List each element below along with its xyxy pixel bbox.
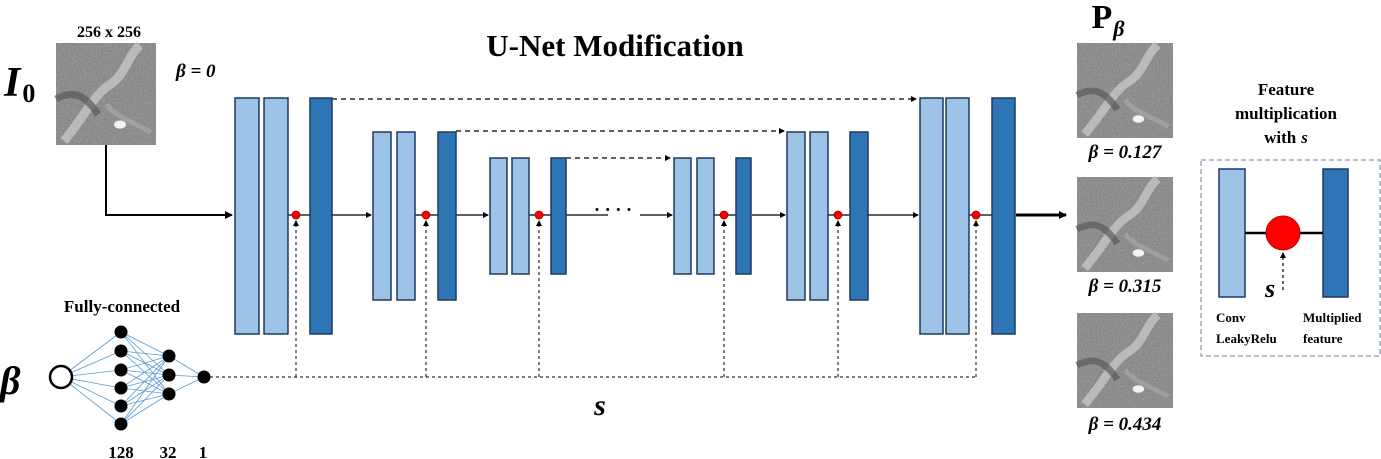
fc-title: Fully-connected (64, 297, 181, 316)
stage-5-multiply-node (833, 210, 843, 220)
output-label-3: β = 0.434 (1088, 414, 1162, 435)
input-label: I0 (3, 60, 35, 108)
output-image-3 (1077, 313, 1173, 408)
legend-multiply-node (1265, 215, 1301, 251)
unet-blocks (234, 97, 1016, 335)
output-label-2: β = 0.315 (1088, 276, 1162, 297)
stage-6-conv-block-2 (945, 97, 970, 335)
stage-4-conv-block-1 (673, 157, 692, 275)
multiply-nodes (291, 210, 981, 220)
beta-input-label: β (0, 358, 21, 403)
s-broadcast-lines (210, 220, 979, 378)
fc-layer1-node-3 (114, 363, 128, 377)
fc-edge-h-3-3 (120, 369, 170, 395)
fc-edge-h-4-1 (120, 355, 170, 389)
input-image (56, 43, 156, 145)
beta-zero-label: β = 0 (175, 61, 216, 82)
fc-size-128: 128 (108, 443, 134, 459)
stage-2-multiply-node (421, 210, 431, 220)
fc-edge-h-4-3 (120, 387, 170, 395)
legend-conv-block (1218, 168, 1246, 298)
legend-s-label: s (1264, 274, 1275, 303)
fc-layer2-node-3 (162, 387, 176, 401)
stage-5-multiplied-block (849, 131, 869, 301)
fc-edge-h-3-1 (120, 355, 170, 371)
stage-5-conv-block-2 (809, 131, 829, 301)
fc-output-node (197, 370, 211, 384)
stage-3-conv-block-1 (489, 157, 508, 275)
stage-5-conv-block-1 (786, 131, 806, 301)
input-size-label: 256 x 256 (77, 24, 141, 41)
legend-title-line-2: multiplication (1235, 104, 1338, 123)
fc-edge-h-2-1 (120, 350, 170, 357)
fc-layer2-node-2 (162, 368, 176, 382)
diagram-title: U-Net Modification (486, 28, 743, 63)
stage-2-conv-block-2 (396, 131, 416, 301)
fc-edge-h-1-1 (120, 331, 170, 357)
stage-6-multiplied-block (991, 97, 1016, 335)
stage-3-multiplied-block (550, 157, 567, 275)
fc-layer1-node-2 (114, 344, 128, 358)
legend-title-line-3: with s (1264, 128, 1308, 147)
output-label-1: β = 0.127 (1088, 142, 1163, 163)
stage-1-multiplied-block (309, 97, 333, 335)
legend-title-line-1: Feature (1258, 80, 1315, 99)
fc-edge-h-6-1 (120, 355, 170, 425)
fc-edge-h-5-1 (120, 355, 170, 407)
output-title: Pβ (1091, 0, 1125, 41)
legend-multiplied-block (1322, 168, 1349, 298)
input-connector (105, 145, 233, 219)
stage-4-multiply-node (719, 210, 729, 220)
fc-edge-out-1 (168, 355, 205, 378)
stage-4-multiplied-block (735, 157, 752, 275)
stage-2-multiplied-block (437, 131, 457, 301)
output-image-2 (1077, 177, 1173, 272)
fc-edge-h-6-3 (120, 393, 170, 425)
fc-edge-in-6 (60, 376, 122, 425)
fc-layer1-node-4 (114, 381, 128, 395)
legend: Feature multiplication with s s Conv Leak… (1200, 80, 1381, 357)
stage-2-conv-block-1 (372, 131, 392, 301)
stage-1-multiply-node (291, 210, 301, 220)
fc-size-1: 1 (199, 443, 208, 459)
fc-input-node (48, 364, 74, 390)
stage-6-conv-block-1 (919, 97, 944, 335)
fc-edge-h-6-2 (120, 374, 170, 425)
stage-3-conv-block-2 (511, 157, 530, 275)
legend-right-caption-2: feature (1303, 331, 1343, 346)
legend-left-caption-1: Conv (1216, 310, 1246, 325)
s-label: s (593, 389, 606, 422)
fc-edge-in-1 (60, 331, 122, 378)
stage-3-multiply-node (534, 210, 544, 220)
legend-box (1200, 159, 1381, 357)
fc-layer2-node-1 (162, 349, 176, 363)
output-image-1 (1077, 43, 1173, 138)
fc-layer1-node-6 (114, 417, 128, 431)
legend-right-caption-1: Multiplied (1303, 310, 1362, 325)
skip-connections (332, 96, 917, 161)
legend-left-caption-2: LeakyRelu (1216, 331, 1277, 346)
stage-1-conv-block-1 (234, 97, 260, 335)
fc-layer1-node-1 (114, 325, 128, 339)
fc-size-32: 32 (160, 443, 177, 459)
stage-6-multiply-node (971, 210, 981, 220)
stage-1-conv-block-2 (263, 97, 289, 335)
fc-network (48, 325, 211, 431)
fc-edge-h-3-2 (120, 369, 170, 376)
fc-layer1-node-5 (114, 399, 128, 413)
stage-4-conv-block-2 (696, 157, 715, 275)
ellipsis: ···· (593, 195, 636, 224)
